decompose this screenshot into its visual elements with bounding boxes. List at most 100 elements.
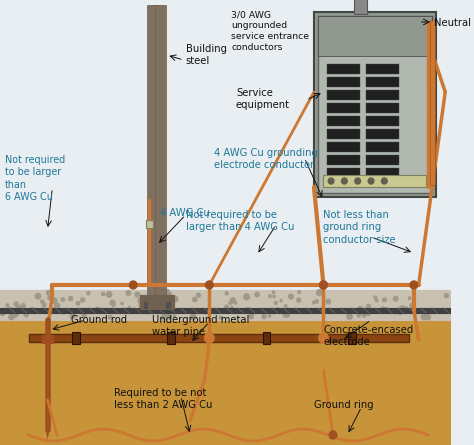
Bar xyxy=(366,103,399,113)
Circle shape xyxy=(273,295,275,298)
Circle shape xyxy=(444,311,447,313)
Circle shape xyxy=(16,305,21,310)
Circle shape xyxy=(383,299,385,302)
Circle shape xyxy=(398,310,402,315)
Circle shape xyxy=(55,303,60,308)
Circle shape xyxy=(46,291,51,295)
Circle shape xyxy=(326,299,330,304)
Circle shape xyxy=(144,303,148,308)
Text: Service
equipment: Service equipment xyxy=(236,88,290,110)
Bar xyxy=(366,116,399,126)
Bar xyxy=(327,142,360,152)
Circle shape xyxy=(368,178,374,184)
Circle shape xyxy=(384,308,388,312)
Bar xyxy=(167,332,175,344)
Circle shape xyxy=(230,298,235,303)
Circle shape xyxy=(425,315,430,320)
Circle shape xyxy=(76,301,80,305)
Circle shape xyxy=(297,298,301,302)
Circle shape xyxy=(121,302,123,304)
Circle shape xyxy=(225,292,228,295)
Circle shape xyxy=(24,312,28,317)
Circle shape xyxy=(404,307,408,310)
Circle shape xyxy=(269,295,271,297)
Circle shape xyxy=(225,305,228,309)
Circle shape xyxy=(102,292,105,295)
Circle shape xyxy=(15,312,18,315)
Circle shape xyxy=(0,311,5,316)
Circle shape xyxy=(409,297,411,299)
Text: 4 AWG Cu: 4 AWG Cu xyxy=(160,208,210,218)
Circle shape xyxy=(42,303,46,307)
Bar xyxy=(140,295,174,309)
Bar xyxy=(366,168,399,178)
Circle shape xyxy=(328,178,334,184)
Circle shape xyxy=(110,300,115,305)
Circle shape xyxy=(284,305,287,307)
Circle shape xyxy=(393,296,398,301)
Bar xyxy=(144,302,147,308)
Circle shape xyxy=(206,281,213,289)
Bar xyxy=(323,175,426,187)
Circle shape xyxy=(41,300,44,303)
Text: 3/0 AWG
ungrounded
service entrance
conductors: 3/0 AWG ungrounded service entrance cond… xyxy=(231,10,309,53)
Circle shape xyxy=(145,309,149,314)
Circle shape xyxy=(244,294,249,300)
Bar xyxy=(430,20,435,185)
Circle shape xyxy=(61,298,64,301)
Circle shape xyxy=(255,292,259,297)
Circle shape xyxy=(383,298,386,301)
Bar xyxy=(327,116,360,126)
Circle shape xyxy=(421,314,427,320)
Circle shape xyxy=(283,312,288,317)
Circle shape xyxy=(251,310,255,314)
Circle shape xyxy=(285,308,290,314)
Circle shape xyxy=(69,296,73,301)
Circle shape xyxy=(173,296,178,302)
Circle shape xyxy=(355,178,361,184)
Circle shape xyxy=(385,308,388,311)
Circle shape xyxy=(160,311,162,313)
Circle shape xyxy=(410,281,418,289)
Circle shape xyxy=(368,313,370,316)
Circle shape xyxy=(245,307,250,312)
Circle shape xyxy=(139,303,145,308)
Bar xyxy=(327,129,360,139)
Bar xyxy=(354,0,367,14)
Circle shape xyxy=(135,292,140,297)
Circle shape xyxy=(249,314,254,319)
Bar xyxy=(318,16,432,56)
Text: Ground rod: Ground rod xyxy=(72,315,128,325)
Circle shape xyxy=(319,333,328,343)
Circle shape xyxy=(51,292,54,294)
Circle shape xyxy=(112,303,115,307)
Text: Building
steel: Building steel xyxy=(185,44,227,66)
Bar xyxy=(263,332,270,344)
Bar xyxy=(166,302,170,308)
Circle shape xyxy=(190,314,196,320)
Circle shape xyxy=(9,314,14,320)
Bar xyxy=(42,335,53,343)
Bar xyxy=(314,12,436,197)
Circle shape xyxy=(31,307,33,310)
Circle shape xyxy=(319,281,327,289)
Circle shape xyxy=(289,294,293,299)
Circle shape xyxy=(274,301,277,304)
Circle shape xyxy=(235,302,237,304)
Bar xyxy=(366,142,399,152)
Circle shape xyxy=(205,333,214,343)
Bar xyxy=(146,220,153,228)
Text: Neutral: Neutral xyxy=(434,18,471,28)
Circle shape xyxy=(48,296,51,300)
Circle shape xyxy=(70,314,75,319)
Circle shape xyxy=(96,307,99,309)
Circle shape xyxy=(167,292,172,297)
Circle shape xyxy=(87,309,90,312)
Circle shape xyxy=(63,312,64,314)
Circle shape xyxy=(400,306,405,311)
Bar xyxy=(318,16,432,193)
Circle shape xyxy=(159,297,163,301)
Circle shape xyxy=(197,293,201,297)
Circle shape xyxy=(219,316,222,319)
Circle shape xyxy=(51,298,57,303)
